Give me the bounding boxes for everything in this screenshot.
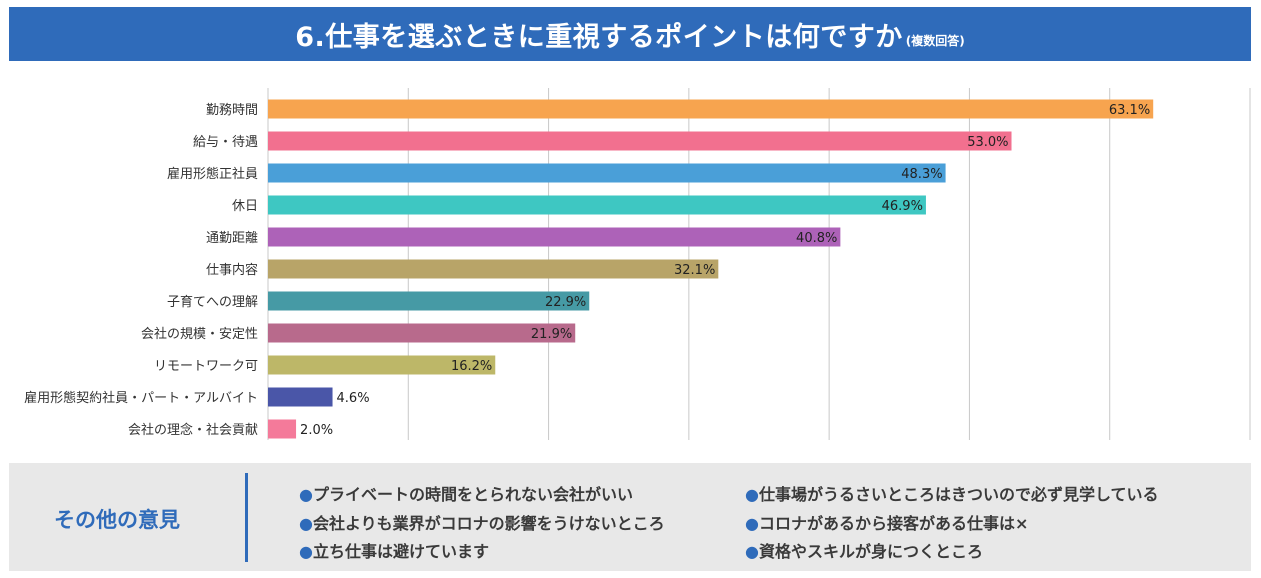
opinion-item: ●会社よりも業界がコロナの影響をうけないところ <box>299 510 665 534</box>
value-label: 46.9% <box>882 199 923 214</box>
category-label: 会社の理念・社会貢献 <box>128 422 258 438</box>
bar <box>268 131 1012 151</box>
category-label: 会社の規模・安定性 <box>141 326 258 342</box>
other-opinions-panel: その他の意見 ●プライベートの時間をとられない会社がいい ●会社よりも業界がコロ… <box>9 463 1251 571</box>
category-label: 勤務時間 <box>206 103 258 118</box>
value-label: 63.1% <box>1109 103 1150 118</box>
bar <box>268 323 576 343</box>
value-label: 40.8% <box>796 231 837 246</box>
value-label: 16.2% <box>451 359 492 374</box>
opinion-text: コロナがあるから接客がある仕事は× <box>758 514 1029 533</box>
bullet-icon: ● <box>299 542 313 561</box>
bar-chart: 勤務時間 63.1% 給与・待遇 53.0% 雇用形態正社員 48.3% 休日 46.9% 通勤… <box>24 88 1251 440</box>
category-label: 雇用形態正社員 <box>167 166 258 182</box>
value-label: 32.1% <box>674 263 715 278</box>
bullet-icon: ● <box>745 514 759 533</box>
category-label: リモートワーク可 <box>154 359 258 374</box>
bar <box>268 195 926 215</box>
opinion-text: 資格やスキルが身につくところ <box>758 542 983 561</box>
value-label: 48.3% <box>901 167 942 182</box>
opinion-text: 仕事場がうるさいところはきついので必ず見学している <box>758 485 1159 504</box>
bar <box>268 259 719 279</box>
bar <box>268 419 297 439</box>
value-label: 21.9% <box>531 327 572 342</box>
opinions-divider <box>245 473 248 562</box>
opinion-item: ●資格やスキルが身につくところ <box>745 538 983 562</box>
value-label: 2.0% <box>300 423 333 438</box>
opinion-item: ●プライベートの時間をとられない会社がいい <box>299 481 633 505</box>
title-bar: 6.仕事を選ぶときに重視するポイントは何ですか (複数回答) <box>9 7 1251 61</box>
bar <box>268 355 496 375</box>
chart-title: 6.仕事を選ぶときに重視するポイントは何ですか <box>295 21 903 53</box>
category-label: 休日 <box>232 199 258 214</box>
bullet-icon: ● <box>745 542 759 561</box>
category-label: 給与・待遇 <box>193 135 258 150</box>
value-label: 4.6% <box>337 391 370 406</box>
opinion-item: ●コロナがあるから接客がある仕事は× <box>745 510 1028 534</box>
bar <box>268 227 841 247</box>
bullet-icon: ● <box>299 485 313 504</box>
opinion-item: ●立ち仕事は避けています <box>299 538 489 562</box>
opinion-text: プライベートの時間をとられない会社がいい <box>312 485 633 504</box>
category-label: 子育てへの理解 <box>167 294 258 310</box>
chart-subtitle: (複数回答) <box>905 33 965 48</box>
bullet-icon: ● <box>299 514 313 533</box>
bar <box>268 99 1154 119</box>
bullet-icon: ● <box>745 485 759 504</box>
value-label: 53.0% <box>967 135 1008 150</box>
category-label: 雇用形態契約社員・パート・アルバイト <box>24 390 258 406</box>
value-label: 22.9% <box>545 295 586 310</box>
bar <box>268 291 590 311</box>
category-label: 通勤距離 <box>206 231 258 246</box>
opinion-item: ●仕事場がうるさいところはきついので必ず見学している <box>745 481 1159 505</box>
category-label: 仕事内容 <box>206 262 258 278</box>
bar <box>268 387 333 407</box>
bar <box>268 163 946 183</box>
other-opinions-heading: その他の意見 <box>54 508 180 532</box>
opinion-text: 立ち仕事は避けています <box>312 542 489 561</box>
opinion-text: 会社よりも業界がコロナの影響をうけないところ <box>312 514 665 533</box>
